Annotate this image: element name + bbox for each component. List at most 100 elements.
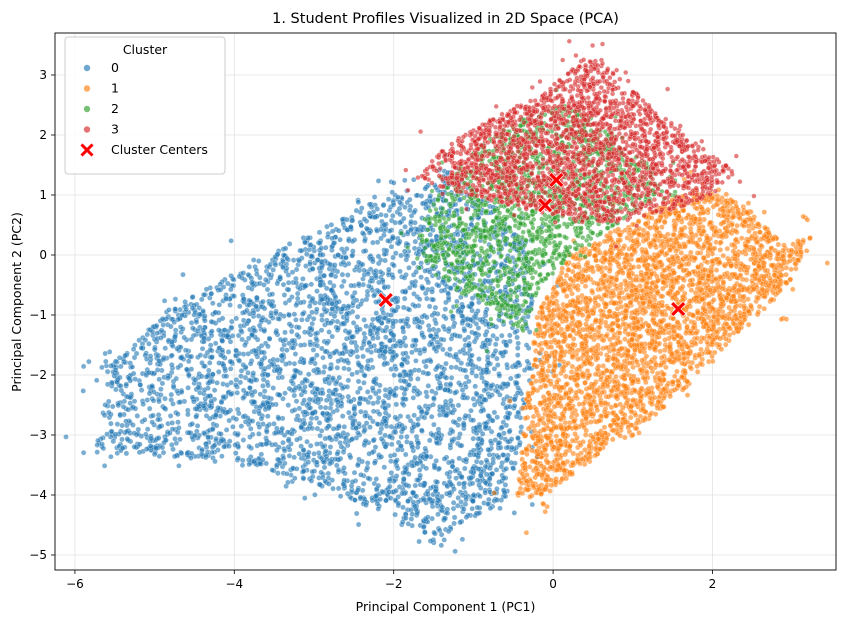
cluster-0-point	[336, 227, 342, 234]
cluster-0-point	[362, 413, 368, 419]
cluster-0-point	[338, 403, 345, 409]
cluster-0-point	[313, 335, 319, 342]
cluster-0-point	[380, 202, 387, 209]
cluster-0-point	[434, 440, 440, 446]
cluster-0-point	[371, 460, 378, 466]
cluster-1-point	[563, 293, 570, 299]
cluster-0-point	[416, 296, 423, 302]
cluster-0-point	[452, 468, 459, 474]
cluster-0-point	[407, 207, 413, 214]
cluster-0-point	[177, 306, 183, 313]
cluster-0-point	[316, 369, 323, 376]
cluster-0-point	[482, 423, 489, 430]
cluster-0-point	[155, 435, 162, 441]
cluster-0-point	[335, 325, 341, 331]
cluster-0-point	[453, 351, 459, 358]
cluster-0-point	[290, 345, 297, 351]
cluster-0-point	[515, 340, 521, 347]
cluster-0-point	[218, 431, 224, 437]
cluster-0-point	[349, 217, 356, 224]
cluster-0-point	[319, 312, 325, 318]
cluster-0-point	[340, 481, 347, 488]
cluster-0-point	[422, 445, 428, 452]
cluster-0-point	[474, 504, 481, 511]
cluster-0-point	[314, 352, 320, 358]
cluster-0-point	[441, 287, 448, 294]
cluster-0-point	[373, 390, 379, 397]
cluster-0-point	[369, 385, 376, 391]
cluster-0-point	[220, 408, 226, 415]
cluster-0-point	[117, 411, 123, 418]
cluster-0-point	[129, 364, 136, 370]
cluster-0-point	[300, 276, 306, 282]
cluster-0-point	[138, 345, 145, 351]
cluster-0-point	[205, 336, 212, 342]
cluster-0-point	[337, 350, 343, 357]
cluster-0-point	[355, 199, 362, 205]
cluster-0-point	[280, 455, 287, 462]
cluster-0-point	[382, 405, 388, 411]
cluster-0-point	[334, 318, 341, 325]
cluster-0-point	[388, 243, 395, 250]
cluster-0-point	[263, 441, 269, 447]
cluster-0-point	[321, 459, 328, 466]
cluster-0-point	[388, 441, 395, 448]
cluster-0-point	[485, 354, 491, 360]
cluster-0-point	[167, 413, 174, 419]
cluster-0-point	[385, 196, 392, 202]
cluster-0-point	[149, 419, 155, 425]
cluster-0-point	[478, 459, 485, 466]
cluster-0-point	[153, 445, 159, 452]
cluster-0-point	[315, 450, 322, 456]
cluster-0-point	[387, 389, 393, 396]
cluster-0-point	[366, 283, 372, 289]
cluster-0-point	[416, 538, 422, 545]
cluster-0-point	[208, 398, 214, 404]
cluster-0-point	[316, 420, 323, 426]
cluster-0-point	[396, 205, 403, 212]
cluster-0-point	[500, 475, 507, 481]
cluster-0-point	[273, 329, 279, 336]
cluster-0-point	[118, 363, 124, 370]
cluster-0-point	[335, 431, 341, 438]
cluster-0-point	[280, 281, 287, 288]
cluster-0-point	[217, 352, 224, 358]
cluster-0-point	[411, 412, 417, 419]
cluster-0-point	[353, 207, 360, 214]
cluster-0-point	[208, 318, 215, 325]
cluster-0-point	[175, 419, 181, 425]
cluster-0-point	[529, 501, 536, 508]
cluster-0-point	[464, 321, 471, 328]
cluster-0-point	[289, 269, 296, 275]
cluster-0-point	[161, 298, 168, 304]
cluster-0-point	[299, 379, 306, 386]
cluster-0-point	[276, 392, 283, 398]
cluster-0-point	[186, 371, 192, 378]
cluster-0-point	[505, 438, 511, 445]
cluster-0-point	[380, 310, 387, 316]
cluster-0-point	[326, 393, 332, 399]
cluster-0-point	[348, 282, 354, 289]
cluster-0-point	[341, 365, 347, 372]
cluster-0-point	[407, 417, 414, 424]
cluster-0-point	[280, 264, 286, 271]
cluster-0-point	[383, 324, 390, 331]
cluster-0-point	[490, 417, 496, 424]
cluster-0-point	[402, 335, 408, 341]
cluster-0-point	[349, 371, 355, 378]
cluster-0-point	[349, 334, 356, 340]
cluster-0-point	[169, 442, 175, 448]
cluster-0-point	[494, 355, 500, 362]
cluster-0-point	[259, 372, 266, 378]
cluster-1-point	[738, 235, 745, 241]
cluster-0-point	[200, 327, 206, 333]
cluster-0-point	[420, 482, 427, 489]
cluster-0-point	[393, 366, 399, 372]
cluster-0-point	[515, 373, 522, 379]
cluster-0-point	[469, 480, 476, 487]
cluster-0-point	[258, 451, 265, 458]
cluster-0-point	[371, 292, 377, 299]
cluster-0-point	[355, 281, 362, 287]
cluster-0-point	[415, 440, 422, 446]
cluster-0-point	[431, 464, 438, 471]
